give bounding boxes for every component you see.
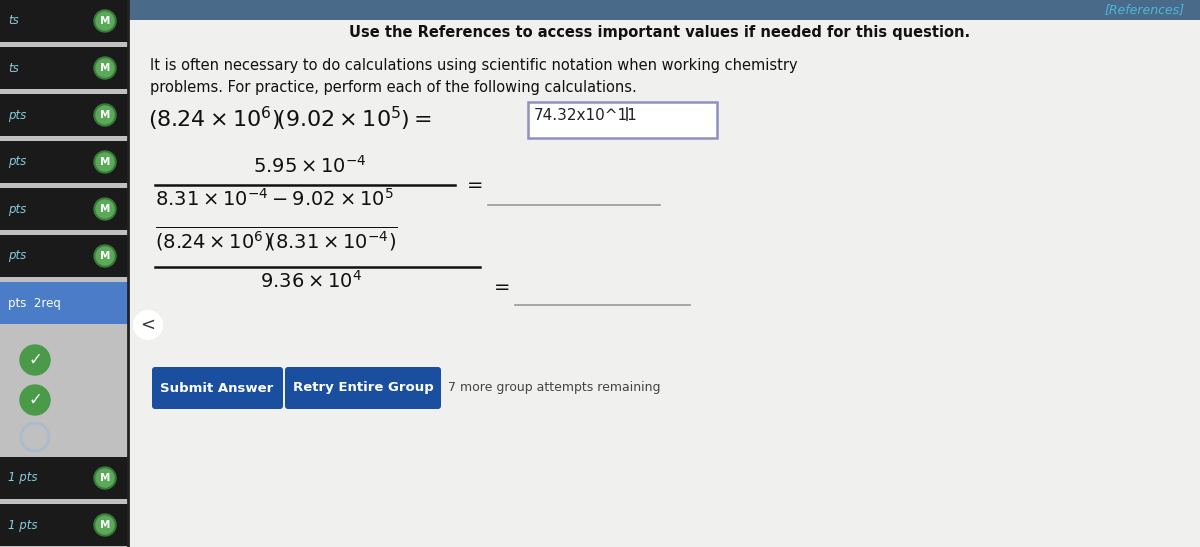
- Circle shape: [94, 104, 116, 126]
- Circle shape: [94, 514, 116, 536]
- Circle shape: [96, 12, 114, 30]
- Text: Submit Answer: Submit Answer: [161, 381, 274, 394]
- Circle shape: [96, 106, 114, 124]
- Text: M: M: [100, 110, 110, 120]
- Text: It is often necessary to do calculations using scientific notation when working : It is often necessary to do calculations…: [150, 58, 798, 73]
- Circle shape: [96, 200, 114, 218]
- Circle shape: [96, 247, 114, 265]
- FancyBboxPatch shape: [286, 367, 442, 409]
- Text: ts: ts: [8, 61, 19, 74]
- Circle shape: [94, 57, 116, 79]
- Text: 1 pts: 1 pts: [8, 519, 37, 532]
- FancyBboxPatch shape: [0, 141, 128, 183]
- Text: pts: pts: [8, 108, 26, 121]
- FancyBboxPatch shape: [0, 188, 128, 230]
- Text: M: M: [100, 63, 110, 73]
- FancyBboxPatch shape: [0, 457, 128, 499]
- Circle shape: [94, 10, 116, 32]
- Text: ✓: ✓: [28, 351, 42, 369]
- Circle shape: [94, 198, 116, 220]
- Text: $9.36 \times 10^{4}$: $9.36 \times 10^{4}$: [260, 270, 362, 292]
- FancyBboxPatch shape: [128, 0, 1200, 20]
- Text: $\left(8.24 \times 10^{6}\right)\!\left(9.02 \times 10^{5}\right) =$: $\left(8.24 \times 10^{6}\right)\!\left(…: [148, 105, 432, 133]
- Circle shape: [96, 516, 114, 534]
- Text: M: M: [100, 16, 110, 26]
- Text: <: <: [140, 316, 156, 334]
- FancyBboxPatch shape: [0, 282, 128, 324]
- Text: pts: pts: [8, 249, 26, 263]
- Circle shape: [20, 345, 50, 375]
- Circle shape: [94, 245, 116, 267]
- Text: 7 more group attempts remaining: 7 more group attempts remaining: [448, 381, 660, 394]
- FancyBboxPatch shape: [0, 0, 128, 547]
- Text: $8.31 \times 10^{-4} - 9.02 \times 10^{5}$: $8.31 \times 10^{-4} - 9.02 \times 10^{5…: [155, 188, 394, 210]
- Text: [References]: [References]: [1105, 3, 1186, 16]
- Circle shape: [94, 467, 116, 489]
- Circle shape: [20, 385, 50, 415]
- FancyBboxPatch shape: [528, 102, 718, 138]
- FancyBboxPatch shape: [0, 94, 128, 136]
- FancyBboxPatch shape: [152, 367, 283, 409]
- Circle shape: [94, 151, 116, 173]
- Text: Retry Entire Group: Retry Entire Group: [293, 381, 433, 394]
- Text: $=$: $=$: [463, 173, 484, 193]
- Text: pts: pts: [8, 202, 26, 216]
- FancyBboxPatch shape: [0, 47, 128, 89]
- Text: M: M: [100, 473, 110, 483]
- Text: 74.32x10^11: 74.32x10^11: [534, 108, 637, 123]
- Text: M: M: [100, 251, 110, 261]
- Text: 1 pts: 1 pts: [8, 472, 37, 485]
- Text: M: M: [100, 520, 110, 530]
- Text: ✓: ✓: [28, 391, 42, 409]
- Text: pts  2req: pts 2req: [8, 296, 61, 310]
- Text: $5.95 \times 10^{-4}$: $5.95 \times 10^{-4}$: [253, 155, 367, 177]
- Text: $=$: $=$: [490, 276, 510, 294]
- Text: problems. For practice, perform each of the following calculations.: problems. For practice, perform each of …: [150, 80, 637, 95]
- FancyBboxPatch shape: [128, 0, 1200, 547]
- Circle shape: [96, 153, 114, 171]
- Circle shape: [96, 59, 114, 77]
- Text: Use the References to access important values if needed for this question.: Use the References to access important v…: [349, 25, 971, 39]
- Text: $\overline{\left(8.24 \times 10^{6}\right)\!\left(8.31 \times 10^{-4}\right)}$: $\overline{\left(8.24 \times 10^{6}\righ…: [155, 225, 397, 254]
- Circle shape: [134, 311, 162, 339]
- FancyBboxPatch shape: [0, 504, 128, 546]
- Text: pts: pts: [8, 155, 26, 168]
- Circle shape: [96, 469, 114, 487]
- FancyBboxPatch shape: [0, 235, 128, 277]
- Text: M: M: [100, 157, 110, 167]
- Text: M: M: [100, 204, 110, 214]
- Text: ts: ts: [8, 15, 19, 27]
- FancyBboxPatch shape: [0, 0, 128, 42]
